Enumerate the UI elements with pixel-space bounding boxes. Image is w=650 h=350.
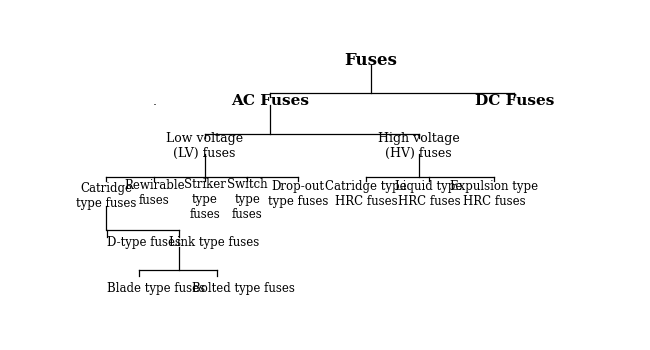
Text: Expulsion type
HRC fuses: Expulsion type HRC fuses <box>450 180 538 208</box>
Text: Catridge type
HRC fuses: Catridge type HRC fuses <box>325 180 407 208</box>
Text: Liquid type
HRC fuses: Liquid type HRC fuses <box>395 180 463 208</box>
Text: .: . <box>152 95 156 108</box>
Text: Rewirable
fuses: Rewirable fuses <box>124 179 185 207</box>
Text: DC Fuses: DC Fuses <box>474 94 554 108</box>
Text: Low voltage
(LV) fuses: Low voltage (LV) fuses <box>166 132 243 160</box>
Text: Blade type fuses: Blade type fuses <box>107 282 205 295</box>
Text: Striker
type
fuses: Striker type fuses <box>184 178 226 221</box>
Text: AC Fuses: AC Fuses <box>231 94 309 108</box>
Text: Switch
type
fuses: Switch type fuses <box>227 178 268 221</box>
Text: Bolted type fuses: Bolted type fuses <box>192 282 295 295</box>
Text: Fuses: Fuses <box>344 52 397 69</box>
Text: Drop-out
type fuses: Drop-out type fuses <box>268 180 328 208</box>
Text: High voltage
(HV) fuses: High voltage (HV) fuses <box>378 132 460 160</box>
Text: Link type fuses: Link type fuses <box>170 236 259 249</box>
Text: Catridge
type fuses: Catridge type fuses <box>76 182 136 210</box>
Text: D-type fuses: D-type fuses <box>107 236 181 249</box>
